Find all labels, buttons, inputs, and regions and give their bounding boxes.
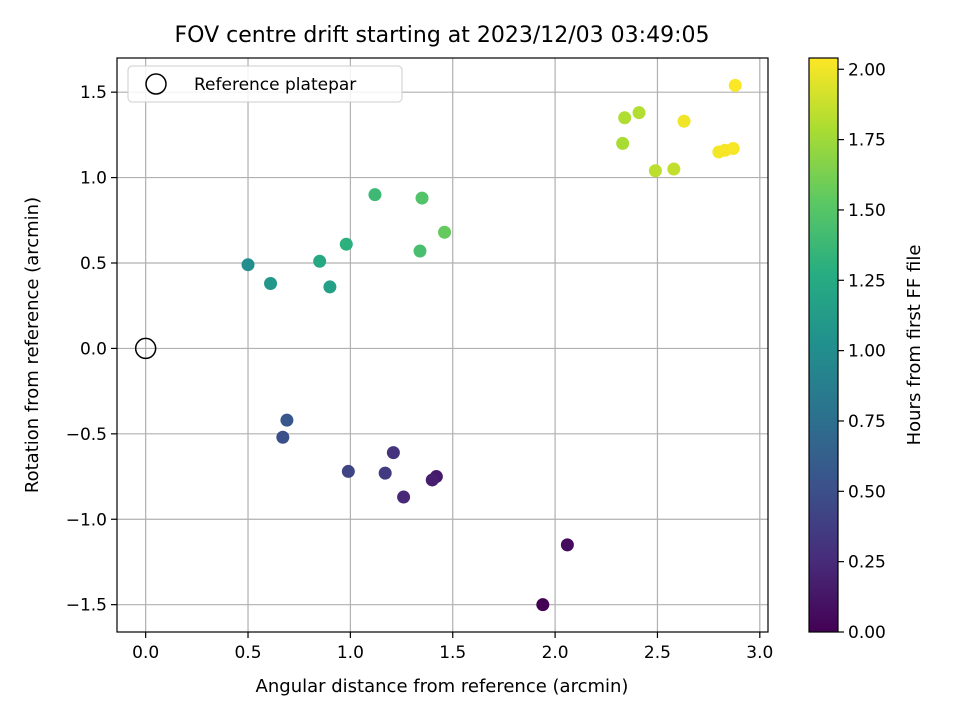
scatter-point <box>726 142 740 156</box>
x-tick-label: 2.5 <box>644 643 671 663</box>
scatter-point <box>276 430 290 444</box>
colorbar-frame <box>808 57 839 633</box>
scatter-point <box>425 473 439 487</box>
legend-entry-reference: Reference platepar <box>194 75 356 95</box>
scatter-point <box>616 136 630 150</box>
y-tick-label: −0.5 <box>66 425 107 445</box>
legend: Reference platepar <box>127 65 403 103</box>
scatter-point <box>264 277 278 290</box>
colorbar-tick-label: 0.75 <box>848 412 886 432</box>
scatter-point <box>280 413 294 427</box>
x-tick-label: 1.5 <box>439 643 466 663</box>
colorbar-tick-label: 0.00 <box>848 623 886 643</box>
scatter-point <box>368 188 382 202</box>
chart-title: FOV centre drift starting at 2023/12/03 … <box>175 23 710 48</box>
colorbar-tick-label: 0.25 <box>848 553 886 573</box>
y-tick-label: 1.0 <box>80 169 107 189</box>
scatter-point <box>632 106 646 120</box>
x-tick-label: 2.0 <box>542 643 569 663</box>
x-tick-label: 0.5 <box>234 643 261 663</box>
scatter-point <box>648 164 662 178</box>
scatter-point <box>618 111 632 125</box>
colorbar-tick-label: 1.25 <box>848 271 886 291</box>
x-tick-label: 0.0 <box>132 643 159 663</box>
y-tick-label: 0.5 <box>80 254 107 274</box>
grid <box>117 58 768 632</box>
colorbar-tick-label: 1.50 <box>848 201 886 221</box>
y-axis-ticks: −1.5 −1.0 −0.5 0.0 0.5 1.0 1.5 <box>66 83 117 616</box>
x-tick-label: 1.0 <box>337 643 364 663</box>
scatter-point <box>313 254 327 268</box>
colorbar-label: Hours from first FF file <box>904 245 925 446</box>
scatter-point <box>728 78 742 92</box>
y-axis-label: Rotation from reference (arcmin) <box>22 197 43 493</box>
y-tick-label: −1.5 <box>66 596 107 616</box>
x-axis-ticks: 0.0 0.5 1.0 1.5 2.0 2.5 3.0 <box>132 632 773 663</box>
y-tick-label: 0.0 <box>80 339 107 359</box>
scatter-point <box>560 538 574 552</box>
x-tick-label: 3.0 <box>746 643 773 663</box>
scatter-point <box>341 464 355 478</box>
scatter-point <box>415 191 429 205</box>
y-tick-label: −1.0 <box>66 510 107 530</box>
scatter-point <box>677 114 691 128</box>
reference-platepar-marker <box>134 337 157 360</box>
scatter-point <box>536 598 550 612</box>
scatter-point <box>339 237 353 251</box>
scatter-point <box>667 162 681 176</box>
scatter-points <box>241 78 742 612</box>
scatter-point <box>323 280 337 294</box>
colorbar-tick-label: 1.75 <box>848 131 886 151</box>
y-tick-label: 1.5 <box>80 83 107 103</box>
scatter-point <box>438 225 452 239</box>
colorbar-ticks: 0.00 0.25 0.50 0.75 1.00 1.25 1.50 1.75 2.00 <box>838 60 886 643</box>
colorbar-tick-label: 2.00 <box>848 60 886 80</box>
scatter-point <box>386 446 400 460</box>
colorbar-tick-label: 0.50 <box>848 482 886 502</box>
scatter-point <box>413 244 427 258</box>
colorbar: 0.00 0.25 0.50 0.75 1.00 1.25 1.50 1.75 2.00 Hou… <box>808 57 925 643</box>
plot-frame <box>116 57 769 633</box>
scatter-point <box>378 466 392 480</box>
legend-box <box>127 65 403 103</box>
colorbar-tick-label: 1.00 <box>848 342 886 362</box>
legend-reference-marker <box>145 73 167 95</box>
x-axis-label: Angular distance from reference (arcmin) <box>256 676 629 697</box>
reference-marker-group <box>134 337 157 360</box>
scatter-point <box>397 490 411 504</box>
colorbar-gradient <box>809 58 838 632</box>
scatter-point <box>241 258 255 272</box>
